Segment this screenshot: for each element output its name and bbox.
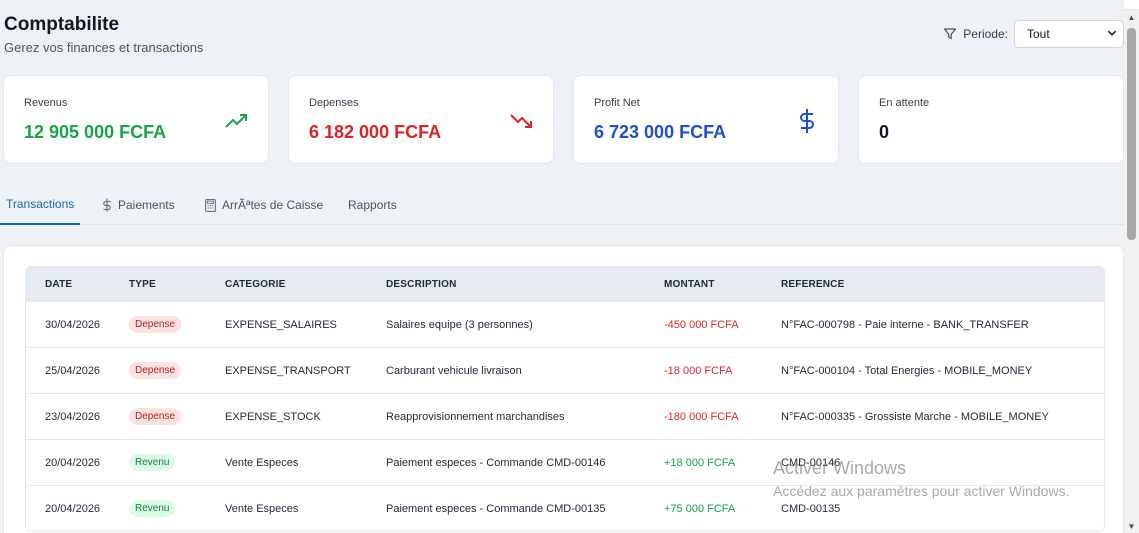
cell-date: 30/04/2026	[45, 318, 101, 331]
tab-paiements[interactable]: Paiements	[96, 185, 181, 225]
scroll-up-arrow-icon[interactable]: ▲	[1127, 12, 1136, 22]
stat-card-depenses: Depenses 6 182 000 FCFA	[288, 75, 554, 164]
stat-value: 0	[879, 122, 890, 142]
cell-description: Salaires equipe (3 personnes)	[386, 318, 533, 331]
cell-amount: -180 000 FCFA	[664, 410, 739, 423]
cell-category: EXPENSE_STOCK	[225, 410, 321, 423]
col-header-categorie: CATEGORIE	[225, 278, 286, 290]
transactions-panel: DATE TYPE CATEGORIE DESCRIPTION MONTANT …	[3, 245, 1124, 533]
cell-reference: CMD-00146	[781, 456, 841, 469]
transactions-table: DATE TYPE CATEGORIE DESCRIPTION MONTANT …	[25, 266, 1105, 532]
stat-label: Depenses	[309, 97, 359, 109]
table-row[interactable]: 20/04/2026 Revenu Vente Especes Paiement…	[26, 439, 1104, 485]
tab-label: Paiements	[118, 198, 175, 212]
cell-category: EXPENSE_SALAIRES	[225, 318, 337, 331]
type-badge: Depense	[129, 362, 182, 379]
tab-label: Transactions	[6, 197, 75, 211]
col-header-type: TYPE	[129, 278, 156, 290]
cell-date: 20/04/2026	[45, 502, 101, 515]
page-title: Comptabilite	[4, 14, 120, 35]
vertical-scrollbar[interactable]: ▲ ▼	[1124, 10, 1139, 533]
tab-arretes-de-caisse[interactable]: ArrÃªtes de Caisse	[199, 185, 329, 225]
table-row[interactable]: 23/04/2026 Depense EXPENSE_STOCK Reappro…	[26, 393, 1104, 439]
scroll-down-arrow-icon[interactable]: ▼	[1127, 521, 1136, 531]
cell-amount: -18 000 FCFA	[664, 364, 733, 377]
cell-description: Carburant vehicule livraison	[386, 364, 522, 377]
type-badge: Revenu	[129, 454, 176, 471]
cell-reference: CMD-00135	[781, 502, 841, 515]
cell-date: 23/04/2026	[45, 410, 101, 423]
tab-bar: Transactions Paiements ArrÃªtes de Caiss…	[0, 185, 1124, 225]
stat-card-profit: Profit Net 6 723 000 FCFA	[573, 75, 839, 164]
cell-amount: +18 000 FCFA	[664, 456, 736, 469]
tab-transactions[interactable]: Transactions	[0, 185, 81, 225]
chevron-down-icon	[1107, 27, 1117, 41]
col-header-description: DESCRIPTION	[386, 278, 457, 290]
cell-reference: N°FAC-000335 - Grossiste Marche - MOBILE…	[781, 410, 1049, 423]
page-subtitle: Gerez vos finances et transactions	[4, 40, 204, 55]
stat-value: 6 723 000 FCFA	[594, 122, 727, 142]
period-select-value: Tout	[1027, 27, 1050, 41]
type-badge: Revenu	[129, 500, 176, 517]
col-header-date: DATE	[45, 278, 73, 290]
stat-label: En attente	[879, 97, 930, 109]
stat-card-revenus: Revenus 12 905 000 FCFA	[3, 75, 269, 164]
cell-date: 25/04/2026	[45, 364, 101, 377]
activation-watermark-text: Accédez aux paramètres pour activer Wind…	[773, 483, 1070, 499]
tab-label: ArrÃªtes de Caisse	[222, 198, 324, 212]
col-header-montant: MONTANT	[664, 278, 715, 290]
period-select[interactable]: Tout	[1014, 20, 1124, 48]
filter-icon	[943, 27, 957, 41]
table-row[interactable]: 25/04/2026 Depense EXPENSE_TRANSPORT Car…	[26, 347, 1104, 393]
cell-category: Vente Especes	[225, 456, 299, 469]
period-filter: Periode: Tout	[943, 20, 1124, 48]
cell-category: EXPENSE_TRANSPORT	[225, 364, 351, 377]
cell-reference: N°FAC-000798 - Paie interne - BANK_TRANS…	[781, 318, 1029, 331]
cell-description: Paiement especes - Commande CMD-00135	[386, 502, 606, 515]
calculator-icon	[205, 198, 216, 212]
trending-up-icon	[224, 108, 250, 134]
cell-amount: +75 000 FCFA	[664, 502, 736, 515]
dollar-icon	[102, 198, 112, 212]
table-row[interactable]: 20/04/2026 Revenu Vente Especes Paiement…	[26, 485, 1104, 531]
dollar-icon	[794, 108, 820, 134]
scrollbar-thumb[interactable]	[1127, 28, 1136, 240]
table-header: DATE TYPE CATEGORIE DESCRIPTION MONTANT …	[26, 267, 1104, 301]
cell-reference: N°FAC-000104 - Total Energies - MOBILE_M…	[781, 364, 1033, 377]
cell-date: 20/04/2026	[45, 456, 101, 469]
cell-category: Vente Especes	[225, 502, 299, 515]
trending-down-icon	[509, 108, 535, 134]
activation-watermark-title: Activer Windows	[773, 458, 907, 478]
stat-value: 6 182 000 FCFA	[309, 122, 442, 142]
stat-label: Revenus	[24, 97, 68, 109]
table-row[interactable]: 30/04/2026 Depense EXPENSE_SALAIRES Sala…	[26, 301, 1104, 347]
cell-description: Paiement especes - Commande CMD-00146	[386, 456, 606, 469]
stat-label: Profit Net	[594, 97, 640, 109]
stat-card-en-attente: En attente 0	[858, 75, 1124, 164]
tab-rapports[interactable]: Rapports	[342, 185, 403, 225]
type-badge: Depense	[129, 408, 182, 425]
col-header-reference: REFERENCE	[781, 278, 845, 290]
type-badge: Depense	[129, 316, 182, 333]
tab-label: Rapports	[348, 198, 397, 212]
cell-amount: -450 000 FCFA	[664, 318, 739, 331]
period-label: Periode:	[963, 27, 1008, 41]
stat-value: 12 905 000 FCFA	[24, 122, 167, 142]
cell-description: Reapprovisionnement marchandises	[386, 410, 565, 423]
